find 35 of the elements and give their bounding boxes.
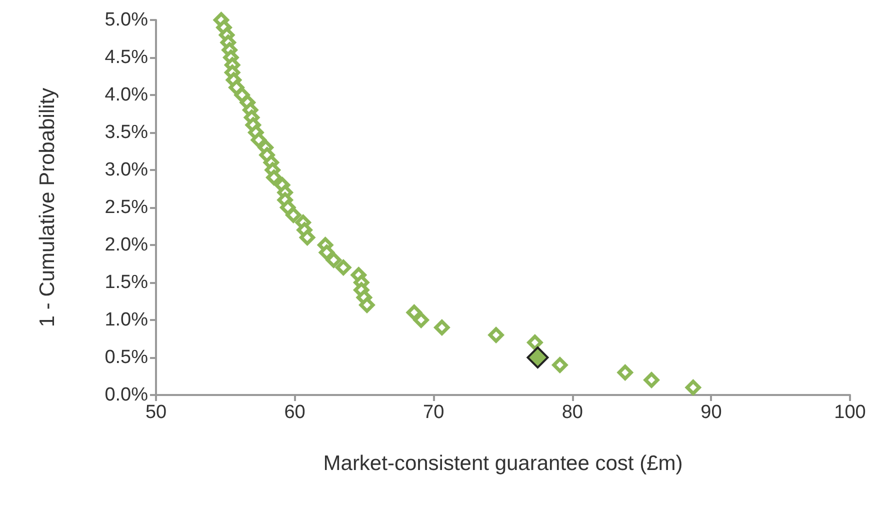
x-tick-label: 80 [562,402,583,423]
point [644,372,660,388]
y-tick-label: 1.0% [104,310,148,330]
y-tick-label: 4.0% [104,84,148,106]
point [300,230,316,246]
x-tick-label: 100 [834,402,866,423]
point [250,132,266,148]
y-tick-label: 3.5% [104,122,148,143]
y-tick-label: 4.5% [104,47,148,68]
y-tick-label: 2.0% [104,234,148,256]
y-tick-label: 1.5% [104,272,148,293]
x-tick-label: 60 [284,402,306,423]
point [527,334,543,350]
point [617,364,633,380]
y-tick-label: 3.0% [104,160,148,180]
point [434,320,450,336]
point [488,327,504,343]
y-axis-title: 1 - Cumulative Probability [36,87,59,328]
point [685,380,701,396]
point [286,207,302,223]
y-tick-label: 5.0% [104,10,148,30]
point [336,260,352,276]
x-tick-label: 70 [423,402,444,423]
point [318,244,334,260]
x-tick-label: 90 [700,402,722,423]
point [359,297,375,313]
point [413,312,429,328]
point [552,357,568,373]
point [326,252,342,268]
point [266,170,282,186]
y-tick-label: 0.5% [104,347,148,368]
point [526,346,549,368]
y-tick-label: 2.5% [104,197,148,218]
point [406,304,422,320]
x-axis-title: Market-consistent guarantee cost (£m) [323,452,683,475]
